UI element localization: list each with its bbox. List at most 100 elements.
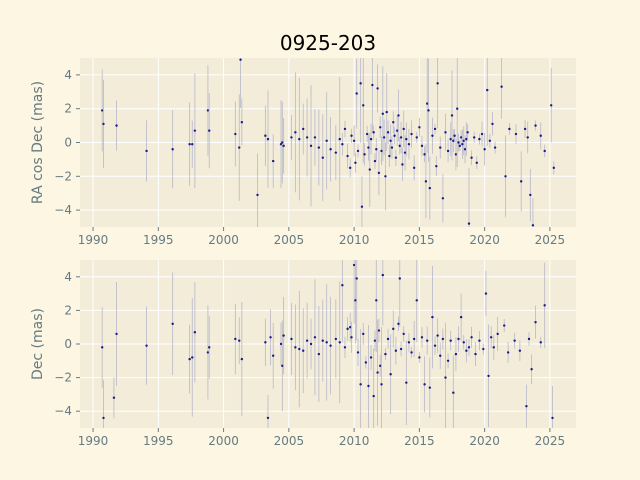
data-point xyxy=(355,92,358,95)
ra-panel: 1990 1995 2000 2005 2010 2015 2020 2025 −4 −2 0 2 4 R… xyxy=(30,58,576,247)
data-point xyxy=(435,164,438,168)
data-point xyxy=(397,322,400,326)
data-point xyxy=(100,346,104,349)
x-tick-label: 2010 xyxy=(339,434,370,448)
data-point xyxy=(264,134,267,137)
data-point xyxy=(487,374,490,378)
data-point xyxy=(188,142,191,146)
data-point xyxy=(364,361,368,364)
data-point xyxy=(539,134,542,137)
data-point xyxy=(527,337,531,341)
y-axis-label: RA cos Dec (mas) xyxy=(30,81,46,204)
data-point xyxy=(491,122,494,126)
data-point xyxy=(483,148,486,151)
data-point xyxy=(386,337,390,341)
data-point xyxy=(470,336,473,339)
data-point xyxy=(452,391,455,394)
data-point xyxy=(368,168,371,171)
data-point xyxy=(305,339,309,342)
data-point xyxy=(102,122,105,126)
data-point xyxy=(446,149,450,153)
data-point xyxy=(348,326,352,329)
data-point xyxy=(377,329,381,332)
data-point xyxy=(282,334,285,337)
x-tick-label: 1990 xyxy=(78,434,109,448)
data-point xyxy=(457,141,460,144)
data-point xyxy=(418,356,421,359)
data-point xyxy=(407,341,411,344)
data-point xyxy=(334,151,338,154)
data-point xyxy=(407,142,411,146)
data-point xyxy=(372,131,375,134)
x-tick-label: 2015 xyxy=(404,434,435,448)
data-point xyxy=(450,114,454,117)
data-point xyxy=(191,142,194,146)
data-point xyxy=(356,149,360,153)
data-point xyxy=(234,132,237,136)
data-point xyxy=(384,175,387,178)
data-point xyxy=(423,153,426,156)
y-tick-label: 0 xyxy=(64,337,72,351)
data-point xyxy=(543,304,546,307)
data-point xyxy=(428,386,432,389)
data-point xyxy=(348,166,352,170)
data-point xyxy=(529,193,532,197)
data-point xyxy=(362,332,365,336)
data-point xyxy=(433,127,437,131)
data-point xyxy=(355,277,358,280)
data-point xyxy=(478,137,481,141)
data-point xyxy=(369,137,373,141)
data-point xyxy=(526,136,529,139)
data-point xyxy=(428,186,432,190)
data-point xyxy=(363,153,366,156)
data-point xyxy=(193,129,197,132)
data-point xyxy=(376,371,379,374)
data-point xyxy=(369,356,373,359)
data-point xyxy=(420,144,424,148)
data-point xyxy=(359,383,362,386)
data-point xyxy=(341,284,344,287)
y-tick-label: −4 xyxy=(54,203,72,217)
data-point xyxy=(551,416,554,420)
data-point xyxy=(401,163,404,166)
data-point xyxy=(467,222,471,225)
data-point xyxy=(381,273,385,277)
data-point xyxy=(290,136,293,139)
data-point xyxy=(112,396,116,399)
data-point xyxy=(482,347,485,351)
data-point xyxy=(431,315,434,319)
data-point xyxy=(405,381,408,384)
data-point xyxy=(325,139,328,143)
data-point xyxy=(484,292,488,295)
data-point xyxy=(399,347,403,351)
data-point xyxy=(402,332,405,336)
data-point xyxy=(269,336,272,339)
data-point xyxy=(394,349,398,352)
data-point xyxy=(379,364,382,368)
data-point xyxy=(208,129,211,132)
data-point xyxy=(352,263,356,267)
data-point xyxy=(384,352,387,356)
data-point xyxy=(115,124,118,127)
data-point xyxy=(305,136,309,139)
data-point xyxy=(444,376,447,379)
data-point xyxy=(302,127,305,131)
data-point xyxy=(279,342,283,346)
data-point xyxy=(508,127,511,131)
data-point xyxy=(436,82,439,85)
data-point xyxy=(488,139,492,143)
data-point xyxy=(115,332,118,336)
data-point xyxy=(534,124,537,127)
x-tick-label: 2005 xyxy=(274,233,305,247)
data-point xyxy=(379,126,382,129)
data-point xyxy=(145,344,148,347)
data-point xyxy=(474,352,477,356)
data-point xyxy=(433,344,437,347)
data-point xyxy=(239,58,242,61)
data-point xyxy=(208,346,211,349)
data-point xyxy=(439,354,442,357)
data-point xyxy=(489,336,493,339)
x-tick-label: 2025 xyxy=(535,434,566,448)
data-point xyxy=(382,136,386,139)
data-point xyxy=(456,107,459,110)
